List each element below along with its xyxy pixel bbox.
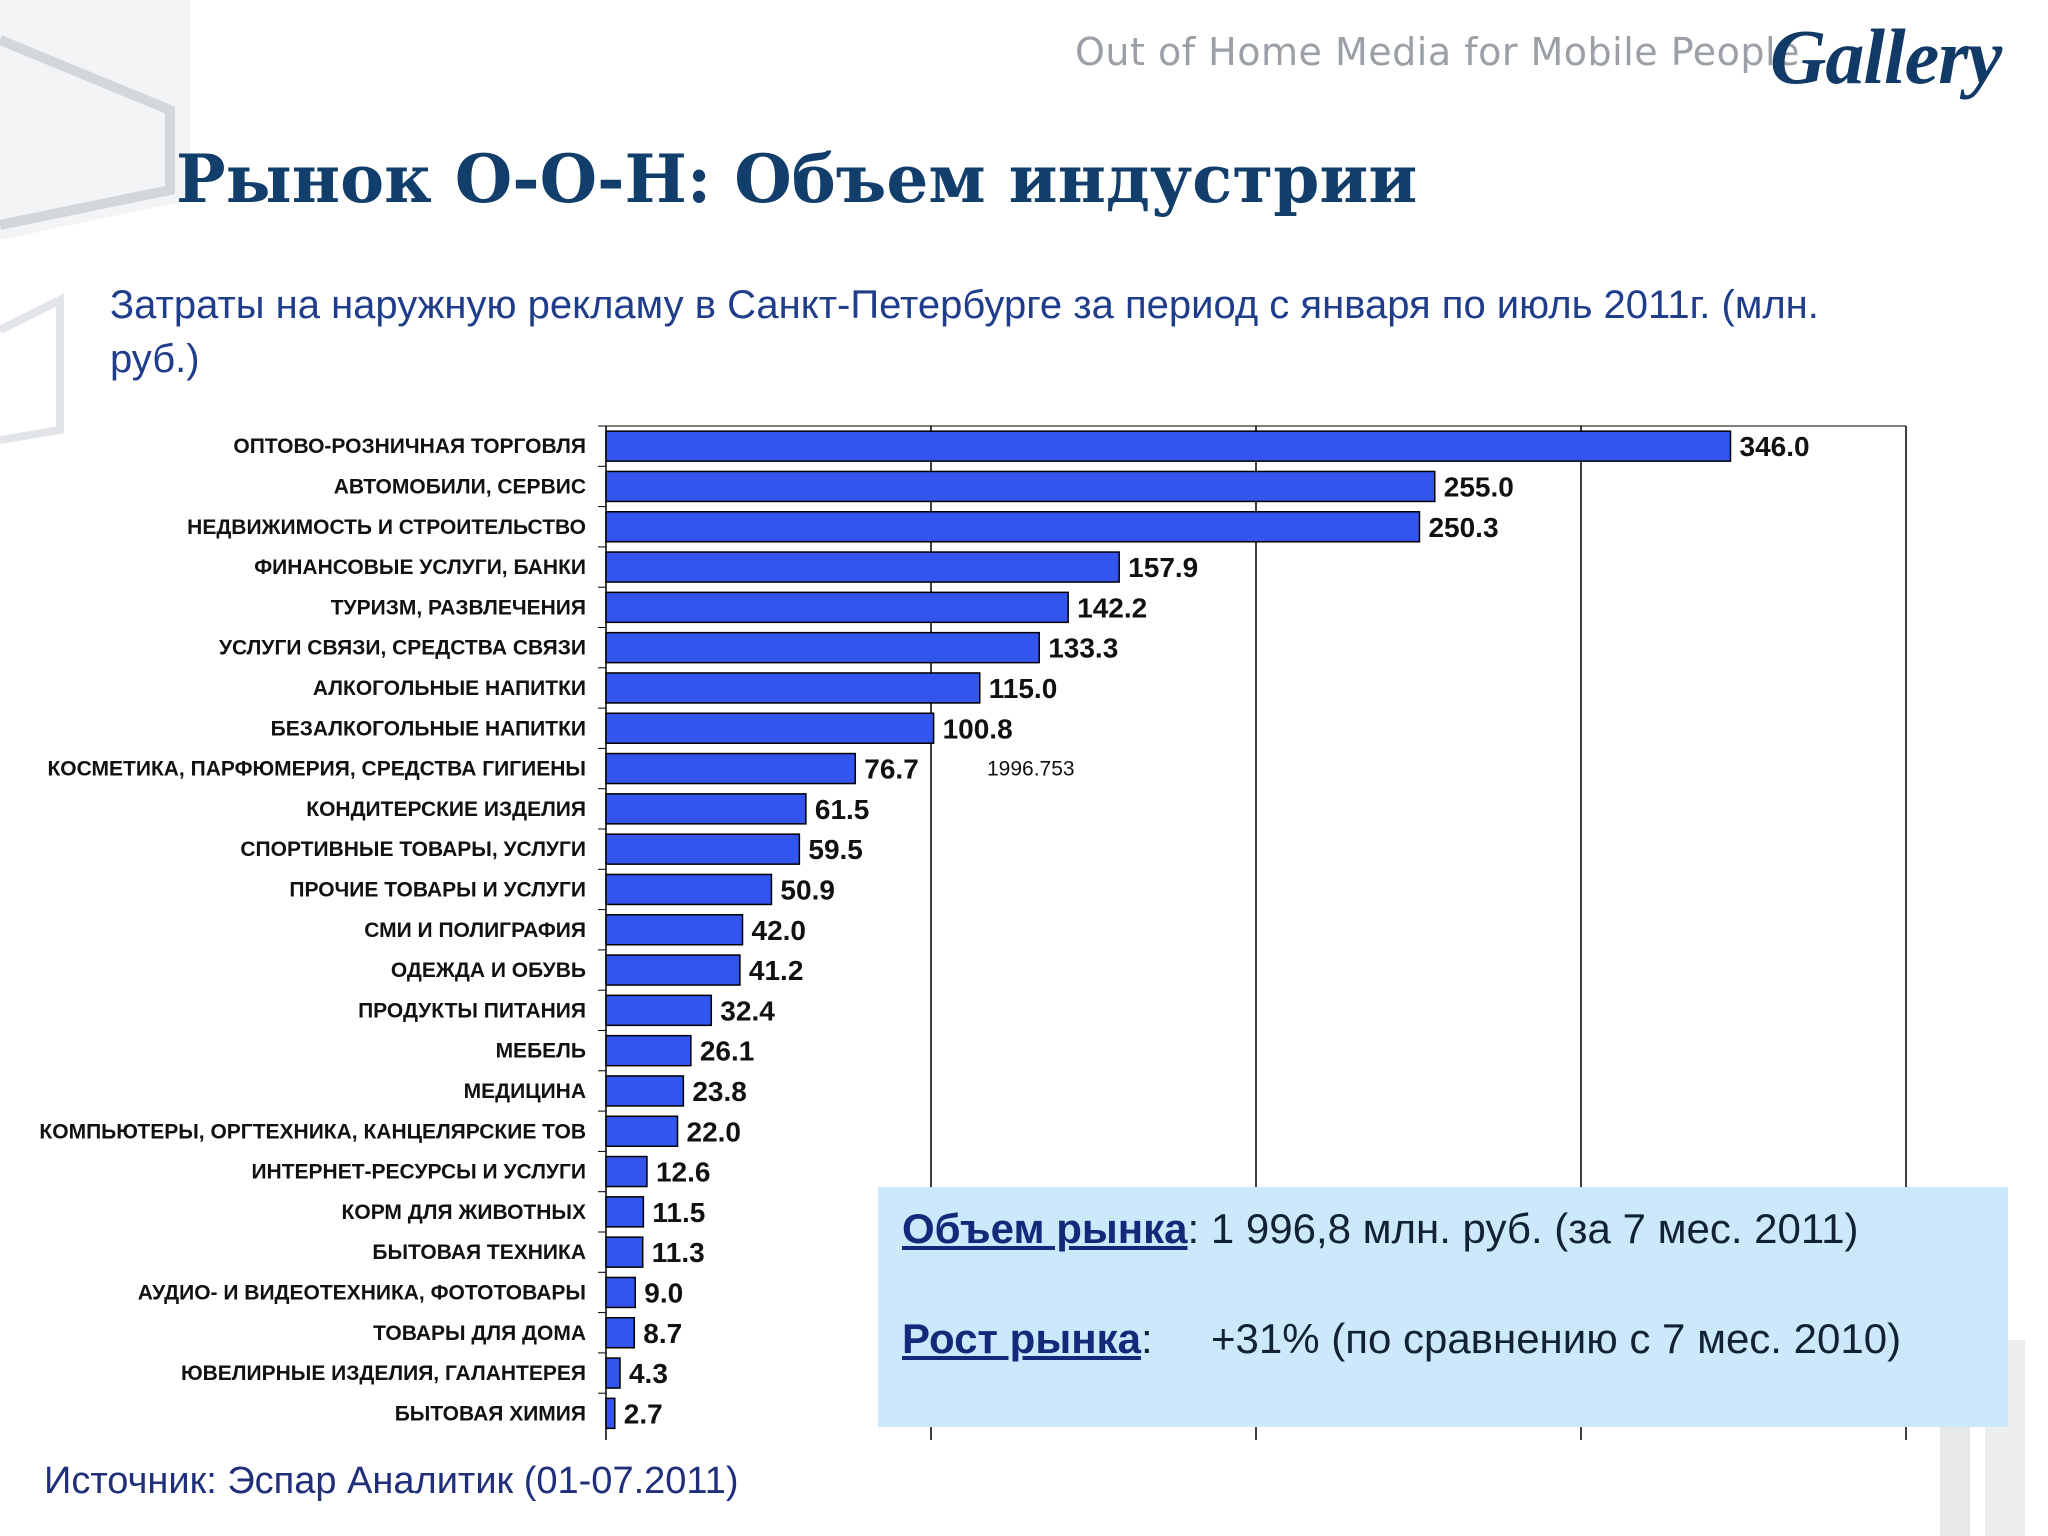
bar bbox=[605, 873, 773, 906]
bar bbox=[605, 1115, 679, 1147]
bar bbox=[605, 954, 741, 986]
value-label: 255.0 bbox=[1444, 471, 1514, 502]
category-label: АЛКОГОЛЬНЫЕ НАПИТКИ bbox=[313, 677, 586, 700]
bar bbox=[605, 712, 935, 744]
bar bbox=[605, 511, 1421, 543]
market-info-box: Объем рынка: 1 996,8 млн. руб. (за 7 мес… bbox=[878, 1187, 2008, 1427]
value-label: 59.5 bbox=[808, 834, 863, 865]
bar bbox=[605, 631, 1040, 664]
market-growth-key: Рост рынка bbox=[902, 1315, 1141, 1362]
bar bbox=[605, 1034, 692, 1067]
category-label: ФИНАНСОВЫЕ УСЛУГИ, БАНКИ bbox=[254, 556, 586, 579]
bar bbox=[605, 1397, 616, 1430]
category-label: ОПТОВО-РОЗНИЧНАЯ ТОРГОВЛЯ bbox=[233, 435, 586, 458]
category-label: ИНТЕРНЕТ-РЕСУРСЫ И УСЛУГИ bbox=[251, 1161, 586, 1184]
category-label: МЕБЕЛЬ bbox=[496, 1040, 586, 1063]
bar bbox=[605, 914, 744, 946]
value-label: 2.7 bbox=[624, 1398, 663, 1429]
bar bbox=[605, 1357, 621, 1389]
value-label: 9.0 bbox=[644, 1277, 683, 1308]
value-label: 12.6 bbox=[656, 1157, 711, 1188]
category-label: БЫТОВАЯ ТЕХНИКА bbox=[372, 1241, 586, 1264]
value-label: 32.4 bbox=[720, 995, 775, 1026]
bar bbox=[605, 752, 857, 785]
gallery-logo: Gallery bbox=[1770, 13, 2002, 100]
category-label: АУДИО- И ВИДЕОТЕХНИКА, ФОТОТОВАРЫ bbox=[138, 1281, 586, 1304]
bar bbox=[605, 591, 1069, 624]
value-label: 61.5 bbox=[815, 794, 870, 825]
value-label: 115.0 bbox=[989, 673, 1058, 704]
value-label: 8.7 bbox=[643, 1318, 682, 1349]
category-label: КОСМЕТИКА, ПАРФЮМЕРИЯ, СРЕДСТВА ГИГИЕНЫ bbox=[47, 758, 586, 781]
value-label: 22.0 bbox=[687, 1116, 742, 1147]
value-label: 41.2 bbox=[749, 955, 804, 986]
category-label: КОНДИТЕРСКИЕ ИЗДЕЛИЯ bbox=[306, 798, 586, 821]
value-label: 11.3 bbox=[652, 1237, 705, 1268]
category-label: БЫТОВАЯ ХИМИЯ bbox=[395, 1402, 586, 1425]
bar bbox=[605, 672, 981, 704]
tagline: Out of Home Media for Mobile People bbox=[1075, 30, 1800, 74]
category-label: АВТОМОБИЛИ, СЕРВИС bbox=[334, 475, 586, 498]
chart-annotation: 1996.753 bbox=[987, 758, 1075, 781]
category-label: ЮВЕЛИРНЫЕ ИЗДЕЛИЯ, ГАЛАНТЕРЕЯ bbox=[181, 1362, 586, 1385]
value-label: 157.9 bbox=[1128, 552, 1198, 583]
bar bbox=[605, 1155, 648, 1188]
category-label: МЕДИЦИНА bbox=[464, 1080, 586, 1103]
source-note: Источник: Эспар Аналитик (01-07.2011) bbox=[44, 1460, 739, 1502]
bar bbox=[605, 793, 807, 825]
chart-subtitle: Затраты на наружную рекламу в Санкт-Пете… bbox=[110, 283, 1819, 381]
value-label: 50.9 bbox=[780, 874, 835, 905]
market-volume-key: Объем рынка bbox=[902, 1205, 1188, 1252]
category-label: КОМПЬЮТЕРЫ, ОРГТЕХНИКА, КАНЦЕЛЯРСКИЕ ТОВ bbox=[39, 1120, 586, 1143]
category-label: ТУРИЗМ, РАЗВЛЕЧЕНИЯ bbox=[331, 596, 586, 619]
value-label: 26.1 bbox=[700, 1036, 755, 1067]
bar bbox=[605, 1075, 685, 1107]
value-label: 250.3 bbox=[1428, 512, 1498, 543]
category-label: ПРОДУКТЫ ПИТАНИЯ bbox=[358, 999, 586, 1022]
market-volume-value: : 1 996,8 млн. руб. (за 7 мес. 2011) bbox=[1187, 1205, 1859, 1252]
bar bbox=[605, 1236, 644, 1268]
bar bbox=[605, 1276, 636, 1309]
value-label: 142.2 bbox=[1077, 592, 1147, 623]
category-label: НЕДВИЖИМОСТЬ И СТРОИТЕЛЬСТВО bbox=[187, 516, 586, 539]
value-label: 4.3 bbox=[629, 1358, 668, 1389]
category-label: БЕЗАЛКОГОЛЬНЫЕ НАПИТКИ bbox=[271, 717, 586, 740]
category-label: ТОВАРЫ ДЛЯ ДОМА bbox=[373, 1322, 586, 1345]
bar bbox=[605, 994, 713, 1027]
bar bbox=[605, 1196, 645, 1228]
category-label: КОРМ ДЛЯ ЖИВОТНЫХ bbox=[342, 1201, 586, 1224]
bar bbox=[605, 470, 1436, 503]
market-volume-line: Объем рынка: 1 996,8 млн. руб. (за 7 мес… bbox=[902, 1205, 1858, 1253]
value-label: 76.7 bbox=[864, 754, 919, 785]
market-growth-line: Рост рынка: +31% (по сравнению с 7 мес. … bbox=[902, 1315, 1901, 1363]
bar bbox=[605, 430, 1732, 462]
category-label: ПРОЧИЕ ТОВАРЫ И УСЛУГИ bbox=[289, 878, 586, 901]
page-title: Рынок О-О-Н: Объем индустрии bbox=[176, 140, 1418, 218]
value-label: 11.5 bbox=[652, 1197, 705, 1228]
category-label: ОДЕЖДА И ОБУВЬ bbox=[391, 959, 586, 982]
bar bbox=[605, 833, 801, 865]
category-label: СМИ И ПОЛИГРАФИЯ bbox=[364, 919, 586, 942]
value-label: 23.8 bbox=[692, 1076, 747, 1107]
category-label: СПОРТИВНЫЕ ТОВАРЫ, УСЛУГИ bbox=[240, 838, 586, 861]
bar bbox=[605, 551, 1120, 583]
category-label: УСЛУГИ СВЯЗИ, СРЕДСТВА СВЯЗИ bbox=[219, 637, 586, 660]
market-growth-value: : +31% (по сравнению с 7 мес. 2010) bbox=[1140, 1315, 1902, 1362]
value-label: 346.0 bbox=[1740, 431, 1810, 462]
value-label: 42.0 bbox=[752, 915, 807, 946]
bar bbox=[605, 1317, 636, 1349]
value-label: 100.8 bbox=[943, 713, 1013, 744]
value-label: 133.3 bbox=[1048, 633, 1118, 664]
